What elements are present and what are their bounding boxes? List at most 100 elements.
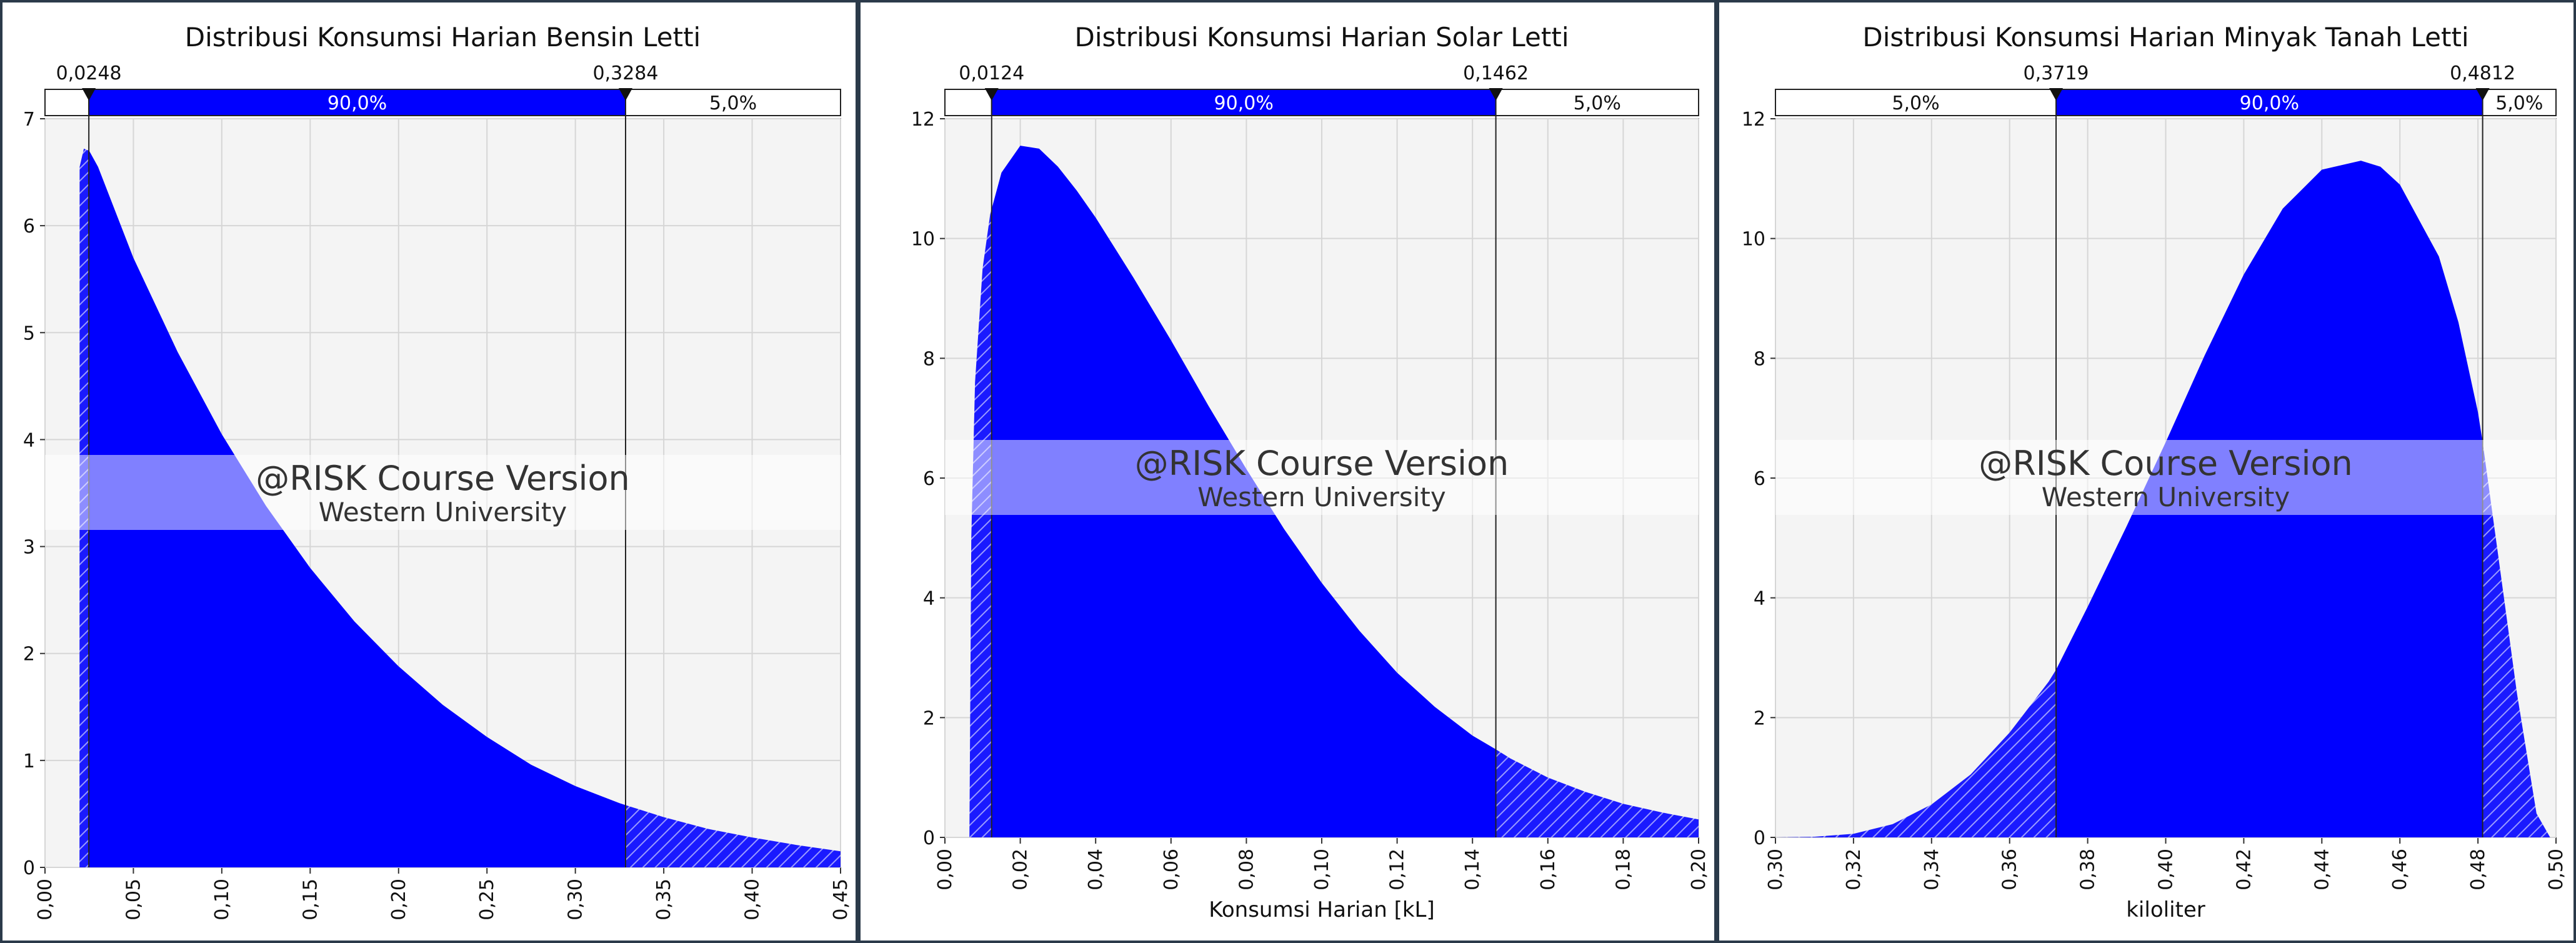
x-tick-label: 0,00 (934, 849, 956, 891)
probability-band-3 (625, 89, 842, 116)
x-tick-label: 0,35 (653, 879, 675, 921)
marker-triangle (619, 88, 633, 101)
x-tick-label: 0,04 (1085, 849, 1107, 891)
x-tick-label: 0,10 (211, 879, 233, 921)
chart-title: Distribusi Konsumsi Harian Minyak Tanah … (1862, 22, 2469, 52)
y-tick-label: 2 (1754, 707, 1765, 729)
y-tick-label: 6 (1754, 468, 1765, 490)
probability-band-3 (1495, 89, 1699, 116)
y-tick-label: 4 (1754, 588, 1765, 610)
y-tick-label: 0 (923, 827, 935, 849)
x-tick-label: 0,48 (2467, 849, 2489, 891)
y-tick-label: 4 (923, 588, 935, 610)
probability-band-label: 5,0% (709, 92, 757, 114)
watermark-line-1: @RISK Course Version (1979, 444, 2353, 483)
watermark-band (945, 440, 1699, 515)
probability-band-1 (944, 89, 992, 116)
marker-triangle (984, 88, 999, 101)
chart-title: Distribusi Konsumsi Harian Bensin Letti (185, 22, 701, 52)
marker-value-label: 0,1462 (1463, 62, 1529, 84)
y-tick-label: 1 (23, 751, 35, 772)
y-tick-label: 2 (23, 644, 35, 666)
x-tick-label: 0,20 (388, 879, 410, 921)
marker-triangle (2049, 88, 2064, 101)
x-tick-label: 0,15 (299, 879, 321, 921)
y-tick-label: 8 (1754, 348, 1765, 370)
watermark-line-2: Western University (2042, 482, 2290, 512)
marker-value-label: 0,4812 (2450, 62, 2515, 84)
marker-value-label: 0,3284 (593, 62, 659, 84)
chart-panel-1: Distribusi Konsumsi Harian Bensin Letti 0… (0, 0, 858, 943)
x-tick-label: 0,44 (2311, 849, 2333, 891)
y-tick-label: 2 (923, 707, 935, 729)
x-tick-label: 0,12 (1387, 849, 1409, 891)
y-tick-label: 7 (23, 109, 35, 131)
x-axis-label: kiloliter (2126, 897, 2205, 922)
y-tick-label: 12 (911, 109, 935, 131)
y-tick-label: 4 (23, 429, 35, 451)
watermark-band (1775, 440, 2556, 515)
distribution-left-tail (1775, 669, 2057, 837)
marker-value-label: 0,3719 (2024, 62, 2089, 84)
x-tick-label: 0,30 (1765, 849, 1787, 891)
probability-band-2 (88, 89, 627, 116)
x-tick-label: 0,40 (742, 879, 764, 921)
x-tick-label: 0,45 (830, 879, 852, 921)
marker-triangle (2475, 88, 2490, 101)
watermark-line-1: @RISK Course Version (256, 459, 630, 498)
x-tick-label: 0,36 (1999, 849, 2021, 891)
probability-band-label: 90,0% (2240, 92, 2299, 114)
x-tick-label: 0,30 (565, 879, 587, 921)
y-tick-label: 12 (1742, 109, 1765, 131)
x-tick-label: 0,16 (1537, 849, 1559, 891)
probability-band-label: 90,0% (327, 92, 387, 114)
x-tick-label: 0,46 (2389, 849, 2411, 891)
chart-title: Distribusi Konsumsi Harian Solar Letti (1074, 22, 1569, 52)
probability-band-label: 5,0% (2495, 92, 2543, 114)
x-tick-label: 0,02 (1010, 849, 1032, 891)
x-axis-label: Konsumsi Harian [kL] (1209, 897, 1434, 922)
marker-value-label: 0,0248 (56, 62, 122, 84)
x-tick-label: 0,00 (34, 879, 56, 921)
x-tick-label: 0,32 (1843, 849, 1865, 891)
y-tick-label: 3 (23, 537, 35, 559)
probability-band-label: 5,0% (1574, 92, 1621, 114)
x-tick-label: 0,25 (476, 879, 498, 921)
distribution-area (89, 151, 626, 867)
distribution-right-tail (626, 805, 841, 867)
distribution-right-tail (1495, 749, 1699, 837)
chart-panel-3: Distribusi Konsumsi Harian Minyak Tanah … (1717, 0, 2576, 943)
x-tick-label: 0,06 (1161, 849, 1182, 891)
distribution-right-tail (2482, 442, 2556, 837)
y-tick-label: 0 (23, 857, 35, 879)
x-tick-label: 0,08 (1236, 849, 1257, 891)
watermark-band (45, 455, 841, 530)
x-tick-label: 0,05 (122, 879, 144, 921)
watermark-line-2: Western University (1197, 482, 1445, 512)
marker-value-label: 0,0124 (959, 62, 1024, 84)
y-tick-label: 6 (923, 468, 935, 490)
probability-band-1 (44, 89, 90, 116)
distribution-left-tail (945, 209, 992, 837)
probability-band-2 (991, 89, 1497, 116)
probability-band-label: 5,0% (1892, 92, 1939, 114)
y-tick-label: 8 (923, 348, 935, 370)
x-tick-label: 0,20 (1688, 849, 1710, 891)
marker-triangle (82, 88, 96, 101)
watermark-line-2: Western University (319, 497, 567, 527)
y-tick-label: 0 (1754, 827, 1765, 849)
x-tick-label: 0,18 (1612, 849, 1634, 891)
x-tick-label: 0,50 (2545, 849, 2567, 891)
probability-band-3 (2482, 89, 2557, 116)
y-tick-label: 6 (23, 216, 35, 237)
x-tick-label: 0,42 (2233, 849, 2255, 891)
x-tick-label: 0,14 (1462, 849, 1484, 891)
marker-triangle (1489, 88, 1503, 101)
x-tick-label: 0,40 (2155, 849, 2177, 891)
y-tick-label: 10 (1742, 229, 1765, 251)
y-tick-label: 5 (23, 322, 35, 344)
y-tick-label: 10 (911, 229, 935, 251)
x-tick-label: 0,34 (1921, 849, 1943, 891)
x-tick-label: 0,10 (1311, 849, 1333, 891)
